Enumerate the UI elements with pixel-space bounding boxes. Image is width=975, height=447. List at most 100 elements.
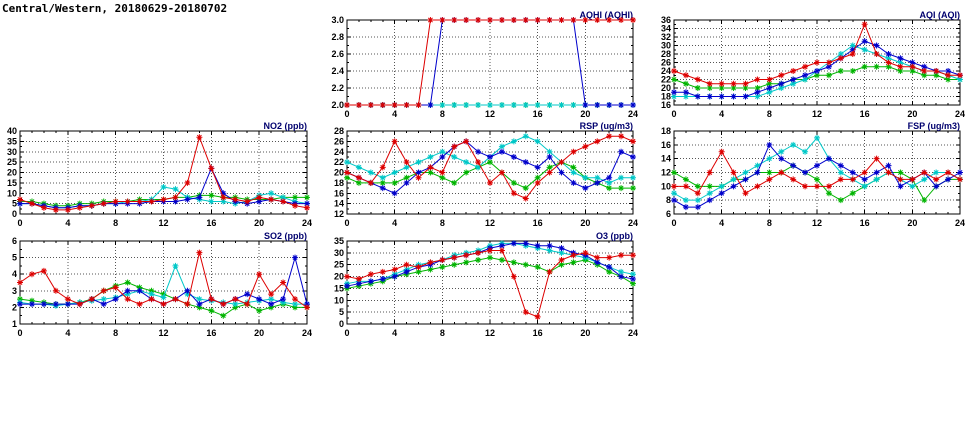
x-tick-label: 20	[907, 109, 917, 119]
y-tick-label: 16	[661, 140, 671, 150]
y-tick-label: 5	[12, 253, 17, 263]
y-tick-label: 36	[661, 15, 671, 25]
so2-chart: 0 4 8 12 16 20 24 1 2 3 4 5 6 SO2 (ppb)	[0, 229, 312, 341]
aqi-series-red-markers	[671, 21, 963, 87]
rsp-chart: 0 4 8 12 16 20 24 12 14 16 18 20 22 24 26 28 RSP (ug/m3)	[327, 119, 638, 231]
aqhi-chart: 0 4 8 12 16 20 24 2.0 2.2 2.4 2.6 2.8 3.0 AQHI (AQHI)	[327, 8, 638, 122]
x-tick-label: 16	[860, 109, 870, 119]
y-tick-label: 0	[12, 209, 17, 219]
y-tick-label: 24	[661, 66, 671, 76]
x-tick-label: 16	[533, 109, 543, 119]
aqhi-series-red-markers	[344, 17, 636, 108]
y-tick-label: 16	[334, 188, 344, 198]
x-tick-label: 0	[671, 109, 676, 119]
y-tick-label: 2	[12, 302, 17, 312]
y-tick-label: 20	[7, 168, 17, 178]
x-tick-label: 12	[158, 328, 168, 338]
y-tick-label: 18	[661, 126, 671, 136]
y-tick-label: 25	[7, 157, 17, 167]
x-tick-label: 20	[580, 328, 590, 338]
y-tick-label: 18	[661, 92, 671, 102]
y-tick-label: 35	[334, 236, 344, 246]
x-tick-label: 4	[65, 328, 70, 338]
so2-series-red-markers	[17, 249, 310, 311]
chart-title: FSP (ug/m3)	[908, 121, 960, 131]
no2-series-red-markers	[17, 134, 310, 213]
chart-title: RSP (ug/m3)	[580, 121, 633, 131]
fsp-plot: 0 4 8 12 16 20 24 6 8 10 12 14 16 18 FSP (ug/m3)	[661, 121, 965, 228]
x-tick-label: 0	[17, 328, 22, 338]
x-tick-label: 24	[955, 109, 965, 119]
x-tick-label: 0	[17, 218, 22, 228]
x-tick-label: 8	[440, 328, 445, 338]
y-tick-label: 14	[661, 154, 671, 164]
x-tick-label: 0	[344, 109, 349, 119]
y-tick-label: 20	[334, 168, 344, 178]
y-tick-label: 40	[7, 126, 17, 136]
o3-chart: 0 4 8 12 16 20 24 0 5 10 15 20 25 30 35 O3 (ppb)	[327, 229, 638, 341]
x-tick-label: 8	[440, 218, 445, 228]
x-tick-label: 16	[860, 218, 870, 228]
chart-title: NO2 (ppb)	[264, 121, 308, 131]
y-tick-label: 34	[661, 24, 671, 34]
x-tick-label: 20	[254, 328, 264, 338]
x-tick-label: 20	[907, 218, 917, 228]
y-tick-label: 12	[334, 209, 344, 219]
plot-border	[673, 19, 961, 106]
aqi-chart: 0 4 8 12 16 20 24 16 18 20 22 24 26 28 30 32 34 36 AQI (AQ…	[654, 8, 965, 122]
y-tick-label: 1	[12, 319, 17, 329]
y-tick-label: 2.8	[331, 32, 344, 42]
x-tick-label: 0	[344, 328, 349, 338]
chart-title: O3 (ppb)	[596, 231, 633, 241]
y-tick-label: 14	[334, 199, 344, 209]
rsp-series-cyan-markers	[344, 133, 636, 186]
y-tick-label: 20	[661, 83, 671, 93]
y-tick-label: 5	[339, 307, 344, 317]
fsp-series-cyan-markers	[671, 134, 963, 204]
y-tick-label: 3.0	[331, 15, 344, 25]
x-tick-label: 8	[767, 218, 772, 228]
x-tick-label: 24	[302, 328, 312, 338]
x-tick-label: 12	[485, 218, 495, 228]
x-tick-label: 24	[628, 328, 638, 338]
x-tick-label: 4	[392, 109, 397, 119]
y-tick-label: 4	[12, 269, 17, 279]
x-tick-label: 12	[485, 109, 495, 119]
x-tick-label: 12	[485, 328, 495, 338]
x-tick-label: 8	[113, 218, 118, 228]
y-tick-label: 18	[334, 178, 344, 188]
y-tick-label: 30	[334, 248, 344, 258]
y-tick-label: 10	[661, 181, 671, 191]
y-tick-label: 2.4	[331, 66, 344, 76]
grid-lines	[20, 241, 307, 324]
y-tick-label: 20	[334, 272, 344, 282]
x-tick-label: 24	[302, 218, 312, 228]
y-tick-label: 28	[661, 49, 671, 59]
x-tick-label: 24	[628, 109, 638, 119]
page-title: Central/Western, 20180629-20180702	[2, 2, 228, 15]
y-tick-label: 6	[12, 236, 17, 246]
y-tick-label: 32	[661, 32, 671, 42]
x-tick-label: 24	[628, 218, 638, 228]
x-tick-label: 16	[206, 328, 216, 338]
y-tick-label: 15	[7, 178, 17, 188]
y-tick-label: 10	[334, 295, 344, 305]
y-tick-label: 0	[339, 319, 344, 329]
x-tick-label: 8	[113, 328, 118, 338]
y-tick-label: 26	[334, 136, 344, 146]
fsp-chart: 0 4 8 12 16 20 24 6 8 10 12 14 16 18 FSP (ug/m3)	[654, 119, 965, 231]
y-tick-label: 10	[7, 188, 17, 198]
x-tick-label: 20	[580, 218, 590, 228]
x-tick-label: 12	[812, 109, 822, 119]
x-tick-label: 4	[392, 328, 397, 338]
y-tick-label: 6	[666, 209, 671, 219]
y-tick-label: 15	[334, 283, 344, 293]
o3-series-red-markers	[344, 247, 636, 320]
y-tick-label: 30	[661, 41, 671, 51]
x-tick-label: 4	[392, 218, 397, 228]
